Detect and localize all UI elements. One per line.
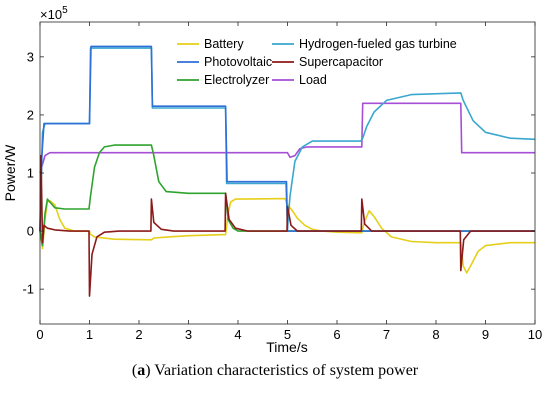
y-tick-label: 0 xyxy=(27,224,34,239)
x-tick-label: 9 xyxy=(482,327,489,342)
y-exponent-label: ×105 xyxy=(40,5,68,22)
plot-area xyxy=(40,22,535,324)
caption-label: a xyxy=(137,362,146,379)
x-tick-label: 1 xyxy=(86,327,93,342)
y-tick-label: 2 xyxy=(27,107,34,122)
series-line-load xyxy=(39,102,535,174)
legend-label: Electrolyzer xyxy=(204,73,269,87)
figure-caption: (a) Variation characteristics of system … xyxy=(131,362,419,379)
series-line-supercapacitor xyxy=(39,154,535,297)
series-line-photovoltaic xyxy=(39,45,535,232)
legend-label: Supercapacitor xyxy=(299,55,383,69)
legend-label: Photovoltaic xyxy=(204,55,272,69)
x-axis-title: Time/s xyxy=(266,339,307,355)
x-tick-label: 7 xyxy=(383,327,390,342)
x-tick-label: 0 xyxy=(36,327,43,342)
y-tick-label: 3 xyxy=(27,49,34,64)
caption-text: Variation characteristics of system powe… xyxy=(150,362,419,379)
x-tick-label: 2 xyxy=(135,327,142,342)
y-tick-label: 1 xyxy=(27,166,34,181)
legend-label: Hydrogen-fueled gas turbine xyxy=(299,37,457,51)
legend-label: Load xyxy=(299,73,327,87)
legend-label: Battery xyxy=(204,37,244,51)
series-layer xyxy=(39,45,536,297)
x-tick-label: 8 xyxy=(432,327,439,342)
y-axis: -1 0 1 2 3 xyxy=(22,49,535,297)
y-tick-label: -1 xyxy=(22,282,34,297)
x-tick-label: 10 xyxy=(528,327,542,342)
x-tick-label: 6 xyxy=(333,327,340,342)
x-tick-label: 3 xyxy=(185,327,192,342)
y-axis-title: Power/W xyxy=(2,144,18,202)
x-axis: 0 1 2 3 4 5 6 7 8 9 10 xyxy=(36,22,542,342)
x-tick-label: 4 xyxy=(234,327,241,342)
legend: Battery Hydrogen-fueled gas turbine Photov… xyxy=(177,37,457,87)
x-tick-label: 5 xyxy=(284,327,291,342)
series-line-hydrogen-fueled-gas-turbine xyxy=(39,47,536,232)
